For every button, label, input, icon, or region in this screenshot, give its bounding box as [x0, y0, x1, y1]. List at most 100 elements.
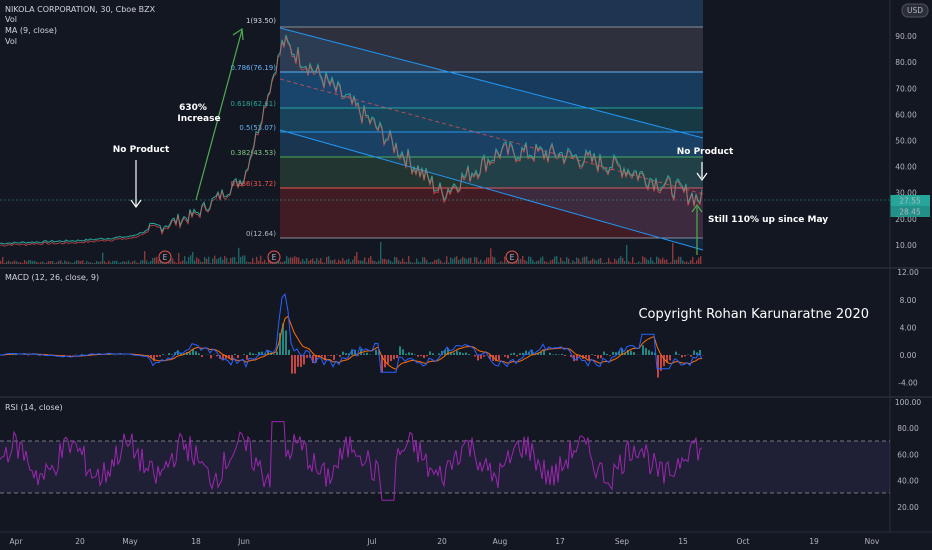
time-axis: Apr 20 May 18 Jun Jul 20 Aug 17 Sep 15 Oct 19 Nov [10, 537, 880, 546]
volume-bar [506, 261, 508, 264]
volume-bar [12, 261, 14, 264]
volume-bar [674, 260, 676, 264]
price-tick-label: 40.00 [895, 163, 917, 172]
macd-histogram-bar [483, 355, 485, 357]
volume-bar [650, 257, 652, 264]
volume-bar [96, 260, 98, 264]
volume-bar [258, 260, 260, 264]
macd-histogram-bar [324, 355, 326, 361]
volume-bar [326, 256, 328, 264]
earnings-marker[interactable]: E [158, 250, 172, 264]
volume-bar [244, 255, 246, 264]
volume-bar [32, 260, 34, 264]
volume-bar [22, 262, 24, 264]
macd-histogram-bar [576, 355, 578, 361]
volume-bar [370, 256, 372, 264]
macd-histogram-bar [465, 352, 467, 355]
volume-bar [150, 260, 152, 264]
volume-bar [288, 258, 290, 264]
volume-bar [130, 262, 132, 264]
volume-bar [70, 262, 72, 264]
time-tick-label: 20 [75, 537, 85, 546]
volume-bar [284, 261, 286, 264]
volume-bar [620, 256, 622, 264]
volume-bar [386, 259, 388, 264]
fib-label-1: 1(93.50) [246, 17, 276, 25]
volume-bar [416, 258, 418, 264]
volume-bar [56, 262, 58, 264]
volume-bar [266, 262, 268, 264]
earnings-marker[interactable]: E [267, 250, 281, 264]
svg-text:E: E [272, 253, 277, 262]
macd-histogram-bar [147, 355, 149, 356]
macd-histogram-bar [603, 351, 605, 355]
volume-bar [110, 262, 112, 264]
macd-legend[interactable]: MACD (12, 26, close, 9) [5, 273, 99, 282]
time-tick-label: Aug [493, 537, 508, 546]
volume-bar [418, 261, 420, 264]
volume-bar [576, 257, 578, 264]
macd-histogram-bar [63, 355, 65, 356]
time-tick-label: Nov [865, 537, 880, 546]
volume-bar [178, 253, 180, 264]
volume-bar [446, 256, 448, 264]
volume-bar [616, 260, 618, 264]
macd-histogram-bar [399, 346, 401, 355]
macd-histogram-bar [363, 353, 365, 355]
volume-bar [156, 256, 158, 264]
fib-zone-top [280, 0, 703, 27]
volume-bar [444, 262, 446, 264]
volume-bar [30, 260, 32, 264]
volume-bar [298, 257, 300, 264]
volume-bar [62, 262, 64, 264]
currency-button[interactable]: USD [901, 3, 929, 18]
legend-vol[interactable]: Vol [5, 15, 17, 24]
macd-histogram-bar [351, 349, 353, 355]
volume-bar [672, 242, 674, 264]
volume-bar [690, 260, 692, 264]
macd-histogram-bar [195, 351, 197, 355]
rsi-pane: RSI (14, close) 100.00 80.00 60.00 40.00 20.… [0, 398, 921, 512]
volume-bar [448, 262, 450, 264]
volume-bar [0, 260, 2, 264]
macd-histogram-bar [246, 355, 248, 360]
volume-bar [208, 256, 210, 264]
volume-bar [78, 260, 80, 264]
volume-bar [558, 262, 560, 264]
volume-bar [574, 261, 576, 264]
volume-bar [212, 258, 214, 264]
volume-bar [638, 261, 640, 264]
volume-bar [118, 262, 120, 264]
earnings-markers: E E E [158, 250, 519, 264]
macd-histogram-bar [60, 355, 62, 356]
macd-histogram-bar [273, 354, 275, 355]
volume-bar [106, 262, 108, 264]
volume-bar [112, 260, 114, 264]
volume-bar [348, 258, 350, 264]
price-tick-label: 90.00 [895, 32, 917, 41]
time-tick-label: Jul [366, 537, 376, 546]
legend-ma[interactable]: MA (9, close) [5, 26, 57, 35]
earnings-marker[interactable]: E [505, 250, 519, 264]
volume-bar [20, 262, 22, 264]
volume-bar [380, 241, 382, 264]
volume-bar [460, 258, 462, 264]
macd-histogram-bar [612, 351, 614, 355]
volume-bar [656, 256, 658, 264]
volume-bar [8, 260, 10, 264]
volume-bar [34, 260, 36, 264]
time-tick-label: May [122, 537, 138, 546]
volume-bar [252, 258, 254, 264]
macd-histogram-bar [654, 352, 656, 355]
fib-label-0236: 0.236(31.72) [230, 180, 276, 188]
volume-bar [422, 257, 424, 264]
volume-bar [28, 260, 30, 264]
volume-bar [476, 257, 478, 264]
legend-vol-2[interactable]: Vol [5, 37, 17, 46]
volume-bar [262, 261, 264, 264]
volume-bar [192, 251, 194, 264]
symbol-title[interactable]: NIKOLA CORPORATION, 30, Cboe BZX [5, 5, 156, 14]
rsi-legend[interactable]: RSI (14, close) [5, 403, 63, 412]
volume-bar [98, 261, 100, 264]
volume-bar [232, 257, 234, 264]
